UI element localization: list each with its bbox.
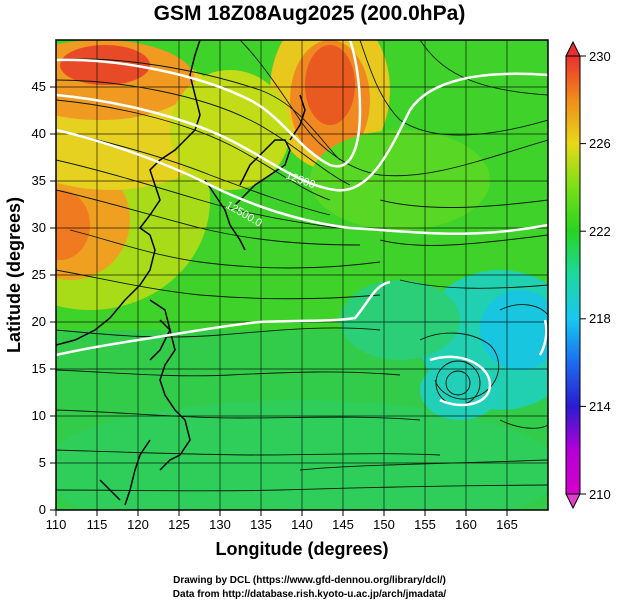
credit-data-source: Data from http://database.rish.kyoto-u.a…: [172, 589, 447, 600]
y-tick-label: 10: [32, 408, 46, 423]
y-tick-label: 35: [32, 173, 46, 188]
colorbar: [565, 40, 586, 510]
streamlines: [56, 40, 548, 492]
y-tick-label: 40: [32, 126, 46, 141]
y-tick-label: 45: [32, 79, 46, 94]
x-axis-title: Longitude (degrees): [215, 539, 388, 559]
colorbar-tick-label: 230: [589, 49, 611, 64]
x-tick-marks: [55, 510, 508, 516]
x-tick-label: 150: [373, 517, 395, 532]
y-tick-marks: [50, 86, 56, 511]
colorbar-tick-label: 218: [589, 311, 611, 326]
y-tick-label: 5: [39, 455, 46, 470]
y-tick-label: 20: [32, 314, 46, 329]
grid-lines: [56, 40, 548, 510]
x-tick-label: 130: [209, 517, 231, 532]
x-tick-label: 165: [496, 517, 518, 532]
credit-drawing: Drawing by DCL (https://www.gfd-dennou.o…: [173, 575, 446, 586]
x-tick-label: 135: [250, 517, 272, 532]
height-contours: [56, 40, 548, 407]
x-tick-label: 140: [291, 517, 313, 532]
colorbar-tick-label: 226: [589, 136, 611, 151]
y-tick-label: 15: [32, 361, 46, 376]
colorbar-tick-label: 222: [589, 224, 611, 239]
x-tick-label: 120: [127, 517, 149, 532]
map-title: GSM 18Z08Aug2025 (200.0hPa): [153, 2, 466, 25]
y-tick-label: 25: [32, 267, 46, 282]
colorbar-tick-label: 214: [589, 399, 611, 414]
colorbar-tick-label: 210: [589, 487, 611, 502]
y-tick-label: 30: [32, 220, 46, 235]
x-tick-label: 145: [332, 517, 354, 532]
x-tick-label: 155: [414, 517, 436, 532]
y-tick-label: 0: [39, 502, 46, 517]
y-axis-title: Latitude (degrees): [4, 197, 24, 353]
x-tick-label: 115: [87, 517, 108, 532]
x-tick-label: 160: [455, 517, 477, 532]
x-tick-label: 125: [168, 517, 190, 532]
x-tick-label: 110: [46, 517, 67, 532]
